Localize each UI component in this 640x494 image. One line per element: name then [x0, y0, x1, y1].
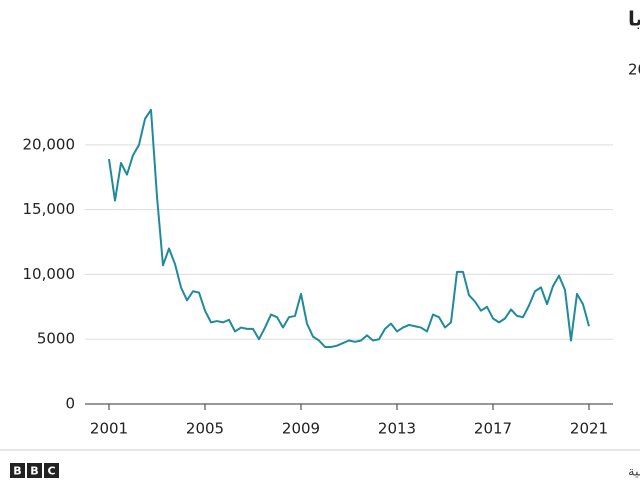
x-tick-label: 2013 [378, 420, 416, 438]
y-tick-label: 0 [65, 395, 75, 413]
y-tick-label: 20,000 [23, 135, 76, 153]
y-tick-label: 5000 [37, 330, 75, 348]
chart-title: العدد الإجمالي لطلبات للجوء التي قدّمت ف… [628, 7, 640, 32]
x-tick-label: 2017 [474, 420, 512, 438]
x-tick-label: 2009 [282, 420, 320, 438]
chart-subtitle: الأرقام لكل ربع، من يناير 2001 حتى مارس … [628, 60, 640, 79]
data-line [108, 108, 590, 348]
x-tick-label: 2001 [90, 420, 128, 438]
y-tick-label: 10,000 [23, 265, 76, 283]
x-tick-label: 2021 [570, 420, 608, 438]
source: المصدر: وزارة الداخلية البريطانية [628, 465, 640, 480]
x-tick-label: 2005 [186, 420, 224, 438]
logo-letter: B [30, 465, 38, 478]
y-tick-label: 15,000 [23, 200, 76, 218]
logo-box [44, 463, 59, 478]
logo-letter: C [47, 465, 55, 478]
logo-box [10, 463, 25, 478]
logo-letter: B [13, 465, 21, 478]
logo-box [27, 463, 42, 478]
